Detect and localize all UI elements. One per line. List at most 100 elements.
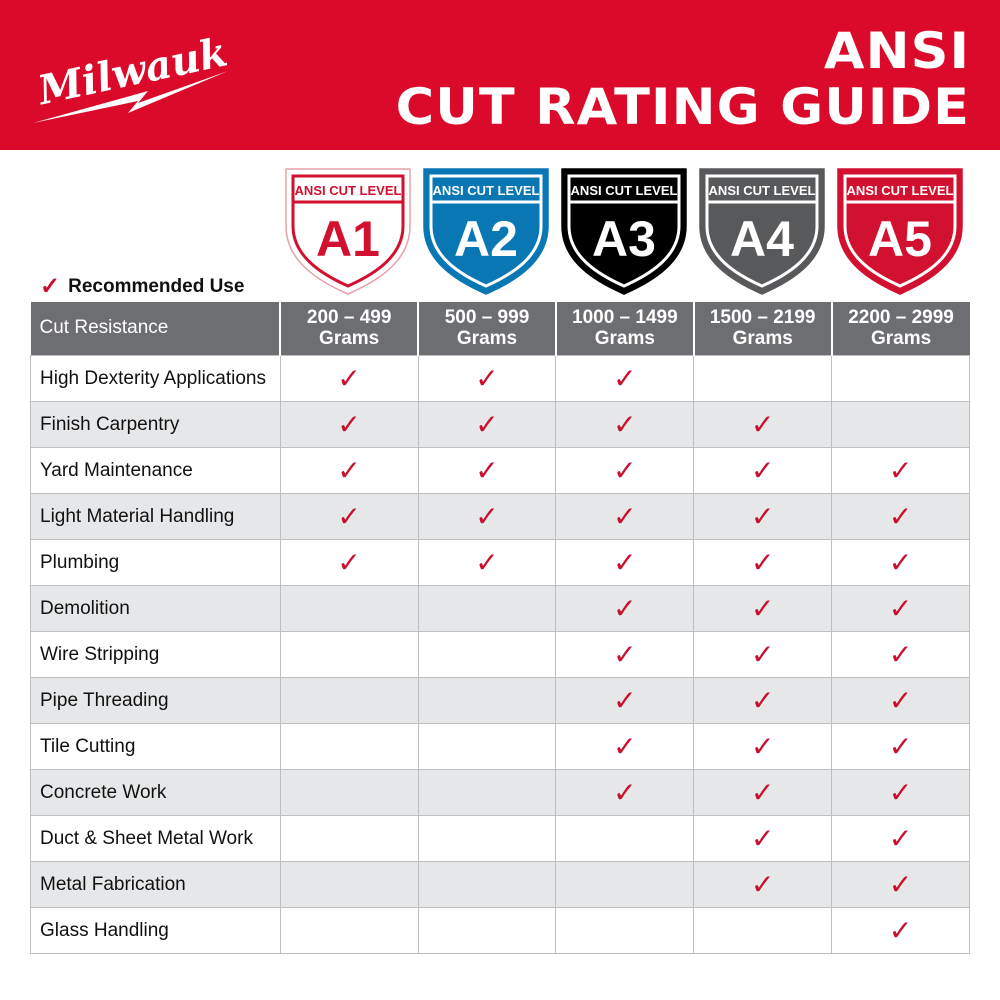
milwaukee-logo: Milwaukee	[32, 28, 228, 123]
check-icon: ✓	[888, 685, 913, 716]
table-row: Finish Carpentry ✓ ✓ ✓ ✓	[30, 401, 970, 448]
check-icon: ✓	[888, 823, 913, 854]
check-icon: ✓	[888, 777, 913, 808]
badge-code: A1	[316, 211, 380, 267]
use-name: Demolition	[30, 585, 281, 632]
use-name: Finish Carpentry	[30, 401, 281, 448]
badge-caption: ANSI CUT LEVEL	[295, 183, 402, 198]
check-icon: ✓	[888, 501, 913, 532]
use-name: Yard Maintenance	[30, 447, 281, 494]
level-cell: ✓	[555, 585, 695, 632]
check-icon: ✓	[750, 823, 775, 854]
check-icon: ✓	[888, 869, 913, 900]
use-name: Tile Cutting	[30, 723, 281, 770]
header-banner: Milwaukee ANSI CUT RATING GUIDE	[0, 0, 1000, 150]
table-row: Tile Cutting ✓ ✓ ✓	[30, 723, 970, 770]
table-row: Light Material Handling ✓ ✓ ✓ ✓ ✓	[30, 493, 970, 540]
level-cell	[279, 861, 419, 908]
check-icon: ✓	[475, 547, 499, 578]
level-cell: ✓	[693, 447, 833, 494]
check-icon: ✓	[750, 547, 775, 578]
level-cell: ✓	[555, 631, 695, 678]
cut-level-badge-a5: ANSI CUT LEVEL A5	[837, 168, 963, 295]
level-cell: ✓	[693, 631, 833, 678]
check-icon: ✓	[888, 731, 913, 762]
use-name: High Dexterity Applications	[30, 355, 281, 402]
level-cell: ✓	[555, 723, 695, 770]
level-cell: ✓	[831, 585, 970, 632]
check-icon: ✓	[750, 685, 775, 716]
range-label: 200 – 499	[306, 306, 392, 328]
level-cell: ✓	[279, 539, 419, 586]
level-cell: ✓	[417, 401, 557, 448]
level-cell: ✓	[831, 907, 970, 954]
range-label: 2200 – 2999	[848, 306, 954, 328]
level-cell	[279, 815, 419, 862]
level-cell	[279, 631, 419, 678]
unit-label: Grams	[456, 327, 518, 349]
check-icon: ✓	[750, 731, 775, 762]
cut-level-badge-a4: ANSI CUT LEVEL A4	[699, 168, 825, 295]
table-row: Duct & Sheet Metal Work ✓ ✓	[30, 815, 970, 862]
check-icon: ✓	[337, 363, 361, 394]
title-line-1: ANSI	[823, 22, 970, 80]
level-cell: ✓	[555, 401, 695, 448]
badge-code: A2	[454, 211, 518, 267]
check-icon: ✓	[613, 731, 637, 762]
level-cell	[693, 355, 833, 402]
check-icon: ✓	[613, 409, 637, 440]
level-cell: ✓	[831, 861, 970, 908]
check-icon: ✓	[337, 455, 361, 486]
level-cell: ✓	[417, 447, 557, 494]
table-row: Wire Stripping ✓ ✓ ✓	[30, 631, 970, 678]
level-cell	[555, 861, 695, 908]
badge-caption: ANSI CUT LEVEL	[709, 183, 816, 198]
level-cell: ✓	[417, 355, 557, 402]
level-cell: ✓	[831, 447, 970, 494]
level-cell: ✓	[693, 815, 833, 862]
legend-label: Recommended Use	[68, 275, 245, 297]
level-cell	[417, 723, 557, 770]
level-cell	[279, 677, 419, 724]
title-line-2: CUT RATING GUIDE	[395, 78, 970, 136]
column-header-a4: 1500 – 2199 Grams	[693, 302, 833, 356]
check-icon: ✓	[613, 363, 637, 394]
level-cell: ✓	[279, 493, 419, 540]
check-icon: ✓	[750, 593, 775, 624]
use-name: Concrete Work	[30, 769, 281, 816]
level-cell: ✓	[555, 769, 695, 816]
check-icon: ✓	[888, 547, 913, 578]
level-cell: ✓	[831, 631, 970, 678]
range-label: 500 – 999	[444, 306, 530, 328]
level-cell: ✓	[831, 815, 970, 862]
column-header-a2: 500 – 999 Grams	[418, 302, 557, 356]
use-name: Wire Stripping	[30, 631, 281, 678]
level-cell: ✓	[279, 447, 419, 494]
level-cell: ✓	[555, 493, 695, 540]
level-cell: ✓	[693, 723, 833, 770]
check-icon: ✓	[888, 593, 913, 624]
table-row: Glass Handling ✓	[30, 907, 970, 954]
level-cell: ✓	[693, 401, 833, 448]
cut-level-badge-a3: ANSI CUT LEVEL A3	[561, 168, 687, 295]
level-cell: ✓	[693, 769, 833, 816]
check-icon: ✓	[750, 409, 775, 440]
badge-code: A5	[868, 211, 932, 267]
level-cell	[417, 677, 557, 724]
cut-rating-table: Cut Resistance 200 – 499 Grams 500 – 999 Gr…	[30, 302, 970, 954]
level-cell: ✓	[693, 677, 833, 724]
badge-caption: ANSI CUT LEVEL	[571, 183, 678, 198]
table-row: Plumbing ✓ ✓ ✓ ✓ ✓	[30, 539, 970, 586]
use-name: Metal Fabrication	[30, 861, 281, 908]
column-header-a5: 2200 – 2999 Grams	[831, 302, 970, 356]
check-icon: ✓	[750, 777, 775, 808]
column-header-cut-resistance: Cut Resistance	[30, 302, 282, 356]
use-name: Duct & Sheet Metal Work	[30, 815, 281, 862]
use-name: Light Material Handling	[30, 493, 281, 540]
table-row: High Dexterity Applications ✓ ✓ ✓	[30, 355, 970, 402]
unit-label: Grams	[319, 327, 380, 349]
unit-label: Grams	[732, 327, 793, 349]
check-icon: ✓	[888, 915, 913, 946]
level-cell: ✓	[831, 677, 970, 724]
check-icon: ✓	[750, 501, 775, 532]
